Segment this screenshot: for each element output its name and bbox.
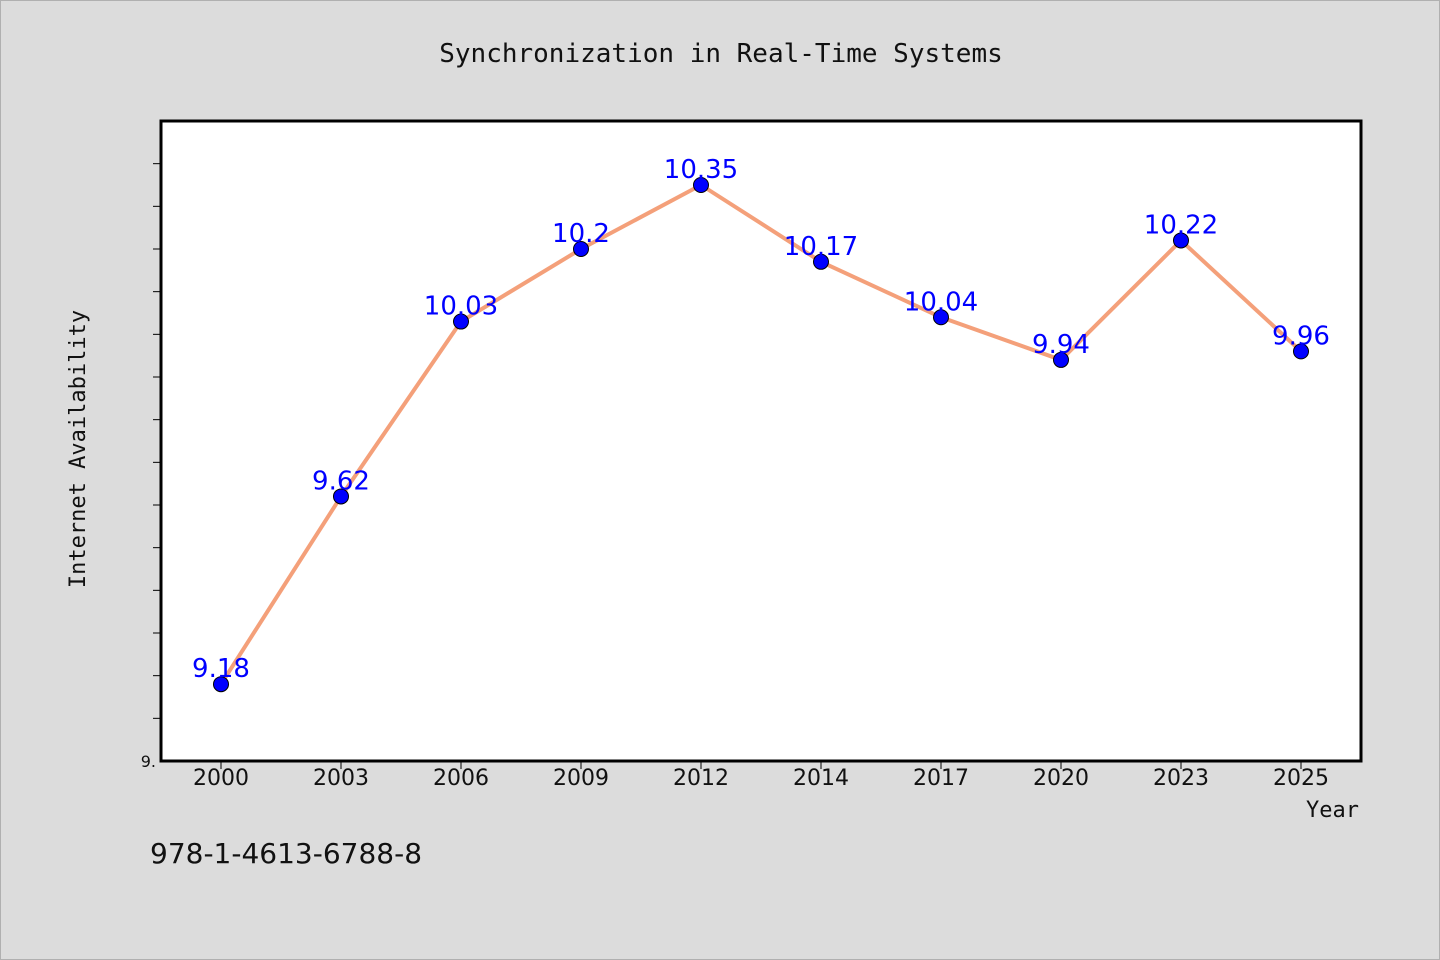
series-markers-group	[213, 177, 1309, 693]
y-axis-label: Internet Availability	[66, 310, 91, 588]
x-axis-ticks: 2000 2003 2006 2009 2012 2014 2017 2020 2023 2025	[193, 761, 1329, 791]
data-label: 10.03	[424, 292, 498, 322]
data-point	[933, 309, 949, 326]
x-tick-label: 2000	[193, 766, 249, 791]
x-tick-label: 2014	[793, 766, 849, 791]
data-label: 9.96	[1272, 321, 1330, 351]
series-line	[219, 183, 1303, 686]
x-tick-label: 2025	[1273, 766, 1329, 791]
data-label: 10.2	[552, 219, 610, 249]
data-label: 10.22	[1144, 210, 1218, 240]
data-point	[1293, 343, 1309, 360]
y-axis-ticks	[153, 163, 161, 719]
data-label: 10.04	[904, 287, 978, 317]
data-label: 10.35	[664, 155, 738, 185]
x-tick-label: 2017	[913, 766, 969, 791]
x-tick-label: 2012	[673, 766, 729, 791]
data-label: 9.18	[192, 654, 250, 684]
data-point	[453, 313, 469, 330]
y-min-tick-label: 9.	[141, 752, 156, 771]
series-line-group	[219, 183, 1303, 686]
chart-title: Synchronization in Real-Time Systems	[439, 39, 1003, 69]
footnote-isbn: 978-1-4613-6788-8	[150, 837, 422, 870]
x-tick-label: 2023	[1153, 766, 1209, 791]
x-axis-label: Year	[1306, 798, 1359, 823]
plot-area	[159, 119, 1363, 763]
data-point	[333, 488, 349, 505]
x-tick-label: 2009	[553, 766, 609, 791]
x-tick-label: 2006	[433, 766, 489, 791]
data-point	[573, 241, 589, 257]
data-label: 9.94	[1032, 330, 1090, 360]
data-label: 10.17	[784, 232, 858, 262]
data-point	[813, 253, 829, 270]
x-tick-label: 2020	[1033, 766, 1089, 791]
data-point	[1173, 232, 1189, 249]
data-point	[213, 676, 229, 693]
data-point	[693, 177, 709, 193]
data-point	[1053, 351, 1069, 368]
data-label: 9.62	[312, 466, 370, 496]
x-tick-label: 2003	[313, 766, 369, 791]
data-labels-group: 9.18 9.62 10.03 10.2 10.35 10.17 10.04 9.94 10.2…	[192, 155, 1330, 684]
